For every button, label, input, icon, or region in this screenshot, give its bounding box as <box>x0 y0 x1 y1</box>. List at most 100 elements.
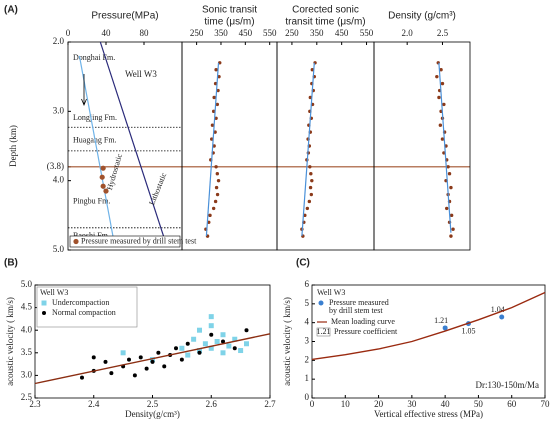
legend-label: Undercompaction <box>52 298 109 307</box>
formation-label: Longjing Fm. <box>73 113 117 122</box>
data-point <box>174 346 178 351</box>
y-tick-label: 5 <box>305 298 310 308</box>
panel-label: (C) <box>296 258 310 269</box>
x-tick-label: 20 <box>374 399 384 409</box>
track-title: Corected sonic <box>292 5 359 16</box>
data-point <box>127 357 131 362</box>
coefficient-label: 1.05 <box>461 326 475 335</box>
y-tick-label: 5.0 <box>53 244 65 254</box>
data-point <box>226 343 232 349</box>
data-point <box>150 359 155 364</box>
log-point <box>215 192 220 197</box>
log-point <box>438 123 443 127</box>
x-tick-label: 2.3 <box>29 399 41 409</box>
log-point <box>446 165 450 169</box>
legend-marker <box>73 238 79 245</box>
log-point <box>308 185 313 190</box>
y-tick-label: 2 <box>305 354 310 364</box>
track-frame <box>276 41 375 251</box>
x-tick-label: 2.0 <box>402 28 414 38</box>
data-point <box>499 314 505 320</box>
x-tick-label: 2.5 <box>147 399 159 409</box>
legend-label: by drill stem test <box>329 306 383 315</box>
data-point <box>103 359 108 364</box>
log-line <box>205 62 220 237</box>
legend-label: Pressure measured <box>329 298 389 307</box>
x-tick-label: 250 <box>190 28 204 38</box>
data-point <box>209 332 214 337</box>
x-axis-label: Vertical effective stress (MPa) <box>374 409 483 419</box>
log-point <box>100 165 106 171</box>
log-point <box>211 206 216 211</box>
annotation: Dr:130-150m/Ma <box>476 380 540 390</box>
log-point <box>309 192 314 197</box>
x-tick-label: 250 <box>285 28 299 38</box>
data-point <box>156 350 161 355</box>
y-tick-label: 2.5 <box>21 392 33 402</box>
y-tick-label: 3.0 <box>53 105 65 115</box>
legend-label: Normal compaction <box>52 308 116 317</box>
track-title: Density (g/cm³) <box>388 11 456 22</box>
log-point <box>437 95 441 100</box>
x-tick-label: 550 <box>263 28 277 38</box>
y-tick-label: 4.0 <box>21 324 33 334</box>
y-tick-label: 5.0 <box>21 279 33 289</box>
log-point <box>214 185 219 190</box>
x-tick-label: 80 <box>140 28 150 38</box>
log-point <box>451 227 455 231</box>
y-axis-label: Depth (km) <box>8 125 18 167</box>
log-point <box>440 137 445 141</box>
data-point <box>138 355 143 360</box>
log-point <box>100 183 106 189</box>
x-tick-label: 60 <box>507 399 517 409</box>
log-point <box>449 213 454 218</box>
data-point <box>179 357 184 362</box>
x-tick-label: 30 <box>407 399 417 409</box>
data-point <box>208 345 214 351</box>
x-tick-label: 50 <box>474 399 484 409</box>
log-point <box>442 102 446 107</box>
y-tick-label: 4.0 <box>53 175 65 185</box>
panel-label: (B) <box>4 258 18 269</box>
y-tick-label: 2.0 <box>53 36 65 46</box>
log-point <box>447 172 452 176</box>
log-point <box>310 178 314 183</box>
data-point <box>220 332 226 338</box>
log-point <box>215 102 220 107</box>
log-point <box>435 74 439 79</box>
log-point <box>214 165 218 169</box>
legend-title: Well W3 <box>40 288 68 297</box>
x-tick-label: 40 <box>102 28 112 38</box>
data-point <box>202 341 208 347</box>
log-line <box>99 41 167 244</box>
well-label: Well W3 <box>125 69 157 79</box>
x-tick-label: 350 <box>214 28 228 38</box>
track-title: Sonic transit <box>202 5 257 16</box>
x-tick-label: 2.6 <box>206 399 218 409</box>
data-point <box>214 339 220 344</box>
log-point <box>308 165 312 169</box>
x-tick-label: 70 <box>541 399 550 409</box>
legend-marker <box>318 300 324 306</box>
x-tick-label: 450 <box>239 28 253 38</box>
data-point <box>191 336 197 342</box>
log-point <box>208 213 212 218</box>
log-point <box>210 123 215 127</box>
hydrostatic-label: Hydrostatic <box>105 152 124 191</box>
legend-marker <box>42 311 46 315</box>
log-line <box>438 62 452 233</box>
log-point <box>99 174 105 180</box>
data-point <box>221 339 225 344</box>
y-axis-label: acoustic velocity ( km/s) <box>282 297 292 386</box>
y-tick-label: 6 <box>305 279 310 289</box>
formation-label: Baoshi Fm. <box>73 231 110 240</box>
y-tick-label: 4.5 <box>21 302 33 312</box>
data-point <box>442 325 448 331</box>
data-point <box>244 328 249 333</box>
coefficient-label: 1.04 <box>491 305 505 314</box>
x-tick-label: 2.4 <box>88 399 100 409</box>
data-point <box>232 336 238 342</box>
y-axis-label: acoustic velocity ( km/s) <box>5 297 15 386</box>
legend-sample: 1.21 <box>317 327 331 336</box>
